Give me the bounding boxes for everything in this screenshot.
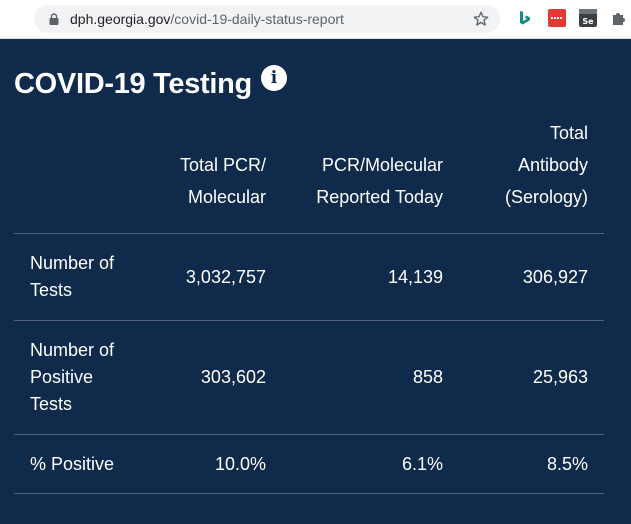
table-header-row: Total PCR/ Molecular PCR/Molecular Repor… bbox=[14, 117, 604, 234]
header-line: Total bbox=[549, 123, 588, 143]
header-line: Total PCR/ bbox=[179, 155, 266, 175]
cell-value: 10.0% bbox=[214, 453, 266, 474]
lock-icon[interactable] bbox=[48, 13, 60, 25]
cell-value: 6.1% bbox=[401, 453, 443, 474]
se-extension-icon[interactable]: Se bbox=[579, 9, 597, 27]
cell-value: 14,139 bbox=[387, 266, 443, 287]
bing-icon[interactable] bbox=[515, 9, 533, 27]
cell-value: 306,927 bbox=[522, 266, 588, 287]
header-total-antibody: Total Antibody (Serology) bbox=[459, 117, 604, 234]
cell-value: 858 bbox=[412, 367, 443, 387]
row-label-line: Tests bbox=[30, 394, 73, 414]
info-icon[interactable]: i bbox=[260, 64, 287, 91]
row-label-line: Positive bbox=[30, 367, 94, 387]
status-report-page: COVID-19 Testing i Total PCR/ Molecular … bbox=[0, 39, 631, 524]
header-line: PCR/Molecular bbox=[321, 155, 443, 175]
cell-value: 3,032,757 bbox=[185, 266, 266, 287]
address-bar[interactable]: dph.georgia.gov/covid-19-daily-status-re… bbox=[34, 5, 500, 33]
testing-table: Total PCR/ Molecular PCR/Molecular Repor… bbox=[14, 117, 604, 494]
cell-value: 8.5% bbox=[546, 453, 588, 474]
url-path: /covid-19-daily-status-report bbox=[170, 11, 344, 27]
cell-value: 25,963 bbox=[532, 367, 588, 387]
header-line: Molecular bbox=[187, 187, 266, 207]
row-label-line: Number of bbox=[30, 340, 115, 360]
url-text[interactable]: dph.georgia.gov/covid-19-daily-status-re… bbox=[70, 11, 344, 27]
table-row: % Positive 10.0% 6.1% 8.5% bbox=[14, 434, 604, 494]
row-label: Number of Tests bbox=[14, 234, 164, 321]
row-label-line: % Positive bbox=[30, 453, 115, 474]
puzzle-icon[interactable] bbox=[610, 9, 628, 27]
header-pcr-reported-today: PCR/Molecular Reported Today bbox=[282, 117, 459, 234]
row-label-line: Tests bbox=[30, 280, 73, 300]
info-glyph: i bbox=[270, 67, 278, 88]
browser-toolbar: dph.georgia.gov/covid-19-daily-status-re… bbox=[0, 0, 631, 39]
header-stub bbox=[14, 117, 164, 234]
star-icon[interactable] bbox=[472, 10, 490, 28]
row-label: % Positive bbox=[14, 435, 164, 494]
header-line: Reported Today bbox=[316, 187, 443, 207]
table-row: Number of Tests 3,032,757 14,139 306,927 bbox=[14, 233, 604, 321]
header-line: (Serology) bbox=[504, 187, 588, 207]
url-domain: dph.georgia.gov bbox=[70, 11, 171, 27]
row-label: Number of Positive Tests bbox=[14, 321, 164, 435]
red-extension-icon[interactable] bbox=[548, 9, 566, 27]
table-row: Number of Positive Tests 303,602 858 25,… bbox=[14, 320, 604, 435]
cell-value: 303,602 bbox=[200, 367, 266, 387]
header-total-pcr: Total PCR/ Molecular bbox=[164, 117, 282, 234]
section-header: COVID-19 Testing i bbox=[14, 64, 287, 101]
section-title: COVID-19 Testing bbox=[14, 68, 252, 100]
svg-text:Se: Se bbox=[582, 17, 594, 26]
row-label-line: Number of bbox=[30, 253, 115, 273]
header-line: Antibody bbox=[517, 155, 588, 175]
